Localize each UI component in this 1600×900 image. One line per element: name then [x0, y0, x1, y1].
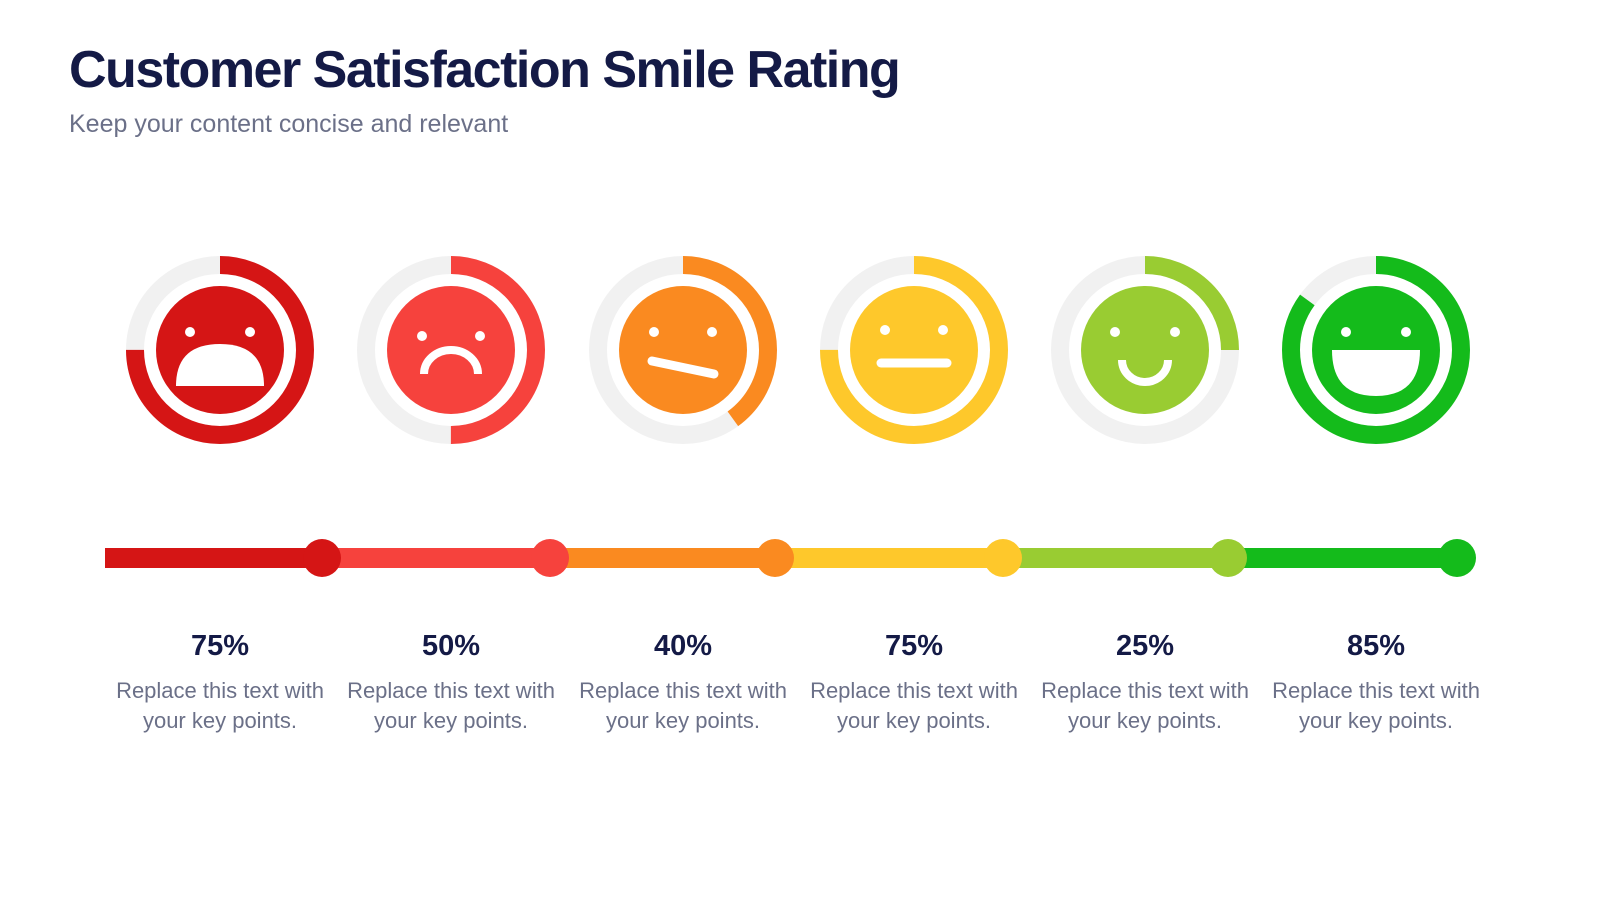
- rating-description: Replace this text with your key points.: [579, 678, 787, 733]
- progress-arc: [1282, 256, 1470, 444]
- page-subtitle: Keep your content concise and relevant: [69, 110, 509, 138]
- very-unhappy-face-icon: [156, 286, 284, 414]
- smiling-face-icon: [1081, 286, 1209, 414]
- rating-description: Replace this text with your key points.: [810, 678, 1018, 733]
- rating-percent: 75%: [190, 630, 250, 662]
- satisfaction-scale: [105, 539, 1476, 577]
- very-happy-face-icon: [1312, 286, 1440, 414]
- rating-ring-1: [126, 256, 314, 444]
- rating-ring-4: [820, 256, 1008, 444]
- rating-percent: 50%: [421, 630, 481, 662]
- rating-item-1: 75% Replace this text with your key poin…: [110, 630, 330, 736]
- rating-item-3: 40% Replace this text with your key poin…: [573, 630, 793, 736]
- rating-item-2: 50% Replace this text with your key poin…: [341, 630, 561, 736]
- scale-marker-4: [984, 539, 1022, 577]
- rating-faces: [0, 240, 1600, 470]
- rating-description: Replace this text with your key points.: [1041, 678, 1249, 733]
- page-title: Customer Satisfaction Smile Rating: [69, 41, 901, 99]
- rating-percent: 25%: [1115, 630, 1175, 662]
- skeptical-face-icon: [619, 286, 747, 414]
- progress-arc: [589, 256, 777, 444]
- scale-marker-1: [303, 539, 341, 577]
- rating-item-4: 75% Replace this text with your key poin…: [804, 630, 1024, 736]
- rating-item-5: 25% Replace this text with your key poin…: [1035, 630, 1255, 736]
- progress-arc: [357, 256, 545, 444]
- scale-marker-3: [756, 539, 794, 577]
- rating-ring-5: [1051, 256, 1239, 444]
- rating-percent: 85%: [1346, 630, 1406, 662]
- scale-marker-6: [1438, 539, 1476, 577]
- progress-arc: [126, 256, 314, 444]
- neutral-face-icon: [850, 286, 978, 414]
- rating-description: Replace this text with your key points.: [1272, 678, 1480, 733]
- progress-arc: [1051, 256, 1239, 444]
- rating-description: Replace this text with your key points.: [116, 678, 324, 733]
- rating-percent: 40%: [653, 630, 713, 662]
- rating-ring-2: [357, 256, 545, 444]
- rating-description: Replace this text with your key points.: [347, 678, 555, 733]
- scale-marker-2: [531, 539, 569, 577]
- progress-arc: [820, 256, 1008, 444]
- rating-percent: 75%: [884, 630, 944, 662]
- rating-ring-6: [1282, 256, 1470, 444]
- sad-face-icon: [387, 286, 515, 414]
- scale-marker-5: [1209, 539, 1247, 577]
- rating-ring-3: [589, 256, 777, 444]
- rating-item-6: 85% Replace this text with your key poin…: [1266, 630, 1486, 736]
